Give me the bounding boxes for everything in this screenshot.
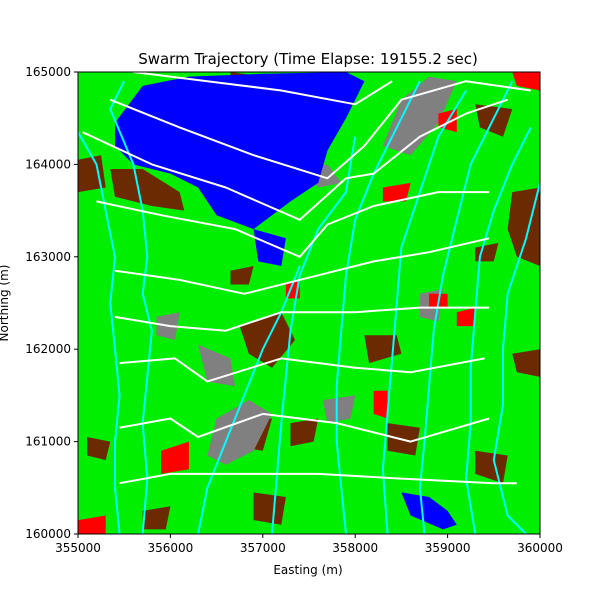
formation-line-5: [114, 306, 490, 332]
plot-frame: [77, 71, 541, 535]
plot-area: [78, 72, 540, 534]
hazard-region-7: [456, 307, 476, 327]
drone-trajectory-1: [109, 80, 153, 534]
formation-line-7: [119, 412, 490, 443]
hazard-region-5: [373, 390, 388, 419]
y-tick-label-0: 160000: [25, 527, 71, 541]
x-tick-label-5: 360000: [517, 541, 563, 555]
hazard-region-0: [161, 441, 189, 474]
drone-trajectory-7: [465, 126, 532, 534]
forest-region-14: [512, 349, 540, 377]
x-axis-label: Easting (m): [273, 563, 342, 577]
trajectory-layer: [78, 80, 540, 534]
drone-trajectory-5: [381, 89, 467, 534]
formation-line-4: [114, 237, 490, 295]
y-tick-label-5: 165000: [25, 65, 71, 79]
forest-region-15: [230, 266, 254, 285]
formation-line-1: [109, 80, 531, 180]
forest-region-10: [475, 450, 508, 484]
x-axis: 355000 356000 357000 358000 359000 360000: [55, 534, 563, 555]
formation-layer: [82, 72, 531, 485]
y-tick-label-4: 164000: [25, 157, 71, 171]
hazard-region-4: [512, 72, 540, 91]
urban-region-4: [322, 395, 356, 424]
chart-title: Swarm Trajectory (Time Elapse: 19155.2 s…: [138, 50, 478, 68]
y-tick-label-3: 163000: [25, 250, 71, 264]
hazard-region-3: [78, 515, 106, 534]
formation-line-0: [133, 72, 393, 106]
y-tick-label-2: 162000: [25, 342, 71, 356]
x-tick-label-3: 358000: [332, 541, 378, 555]
forest-region-1: [110, 169, 185, 211]
y-axis-label: Northing (m): [0, 265, 11, 342]
forest-region-13: [87, 437, 111, 461]
x-tick-label-1: 356000: [147, 541, 193, 555]
formation-line-2: [82, 98, 509, 221]
forest-region-4: [507, 187, 540, 266]
forest-region-0: [78, 155, 106, 193]
forest-region-11: [142, 506, 171, 530]
x-tick-label-4: 359000: [425, 541, 471, 555]
x-tick-label-2: 357000: [240, 541, 286, 555]
formation-line-3: [96, 191, 490, 258]
forest-region-8: [290, 418, 319, 447]
formation-line-6: [119, 357, 485, 383]
forest-region-3: [475, 104, 513, 137]
water-region-1: [253, 229, 286, 266]
urban-region-0: [382, 76, 457, 156]
hazard-region-1: [382, 182, 411, 202]
x-tick-label-0: 355000: [55, 541, 101, 555]
forest-region-16: [475, 242, 499, 262]
forest-region-12: [253, 492, 286, 525]
y-axis: 160000 161000 162000 163000 164000 165000: [25, 65, 78, 541]
formation-line-8: [119, 472, 517, 485]
drone-trajectory-4: [335, 80, 421, 534]
y-tick-label-1: 161000: [25, 435, 71, 449]
drone-trajectory-0: [78, 131, 121, 534]
drone-trajectory-3: [271, 136, 357, 534]
drone-trajectory-8: [492, 182, 540, 534]
water-region-2: [401, 492, 457, 530]
drone-trajectory-6: [418, 80, 514, 534]
